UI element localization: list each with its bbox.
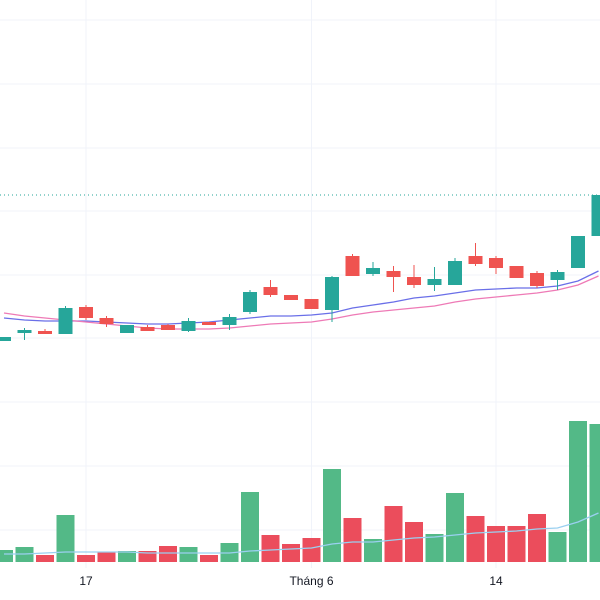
candle-body (58, 308, 73, 334)
volume-bar (446, 493, 464, 562)
candle-body (0, 337, 11, 341)
volume-bar (302, 538, 321, 562)
volume-bar (405, 522, 423, 562)
candle-body (468, 256, 483, 264)
ma-line (3, 270, 599, 325)
candle-body (284, 295, 298, 300)
candle-body (407, 277, 421, 285)
volume-bar (282, 544, 300, 562)
candle-body (427, 279, 442, 285)
candle-body (591, 195, 600, 236)
candle-body (161, 325, 175, 330)
x-tick-label: 14 (489, 574, 503, 588)
volume-bar (548, 532, 567, 562)
candle-body (571, 236, 585, 268)
candle-body (120, 325, 134, 333)
volume-bar (323, 469, 341, 562)
volume-bar (487, 526, 505, 562)
candle-body (448, 261, 462, 285)
candle-body (140, 327, 155, 331)
volume-bar (241, 492, 259, 562)
volume-bar (528, 514, 546, 562)
volume-bar (425, 534, 444, 562)
volume-bar (56, 515, 75, 562)
candle-body (366, 268, 380, 274)
candle-body (530, 273, 544, 286)
candle-body (222, 317, 237, 325)
candle-body (17, 330, 32, 333)
candle-body (263, 287, 278, 295)
volume-bar (589, 424, 600, 562)
candle-body (202, 322, 216, 325)
candle-body (509, 266, 524, 278)
volume-bar (200, 555, 218, 562)
candle-body (181, 321, 196, 331)
x-tick-label: Tháng 6 (289, 574, 333, 588)
volume-bar (138, 551, 157, 562)
candle-body (79, 307, 93, 318)
volume-bar (261, 535, 280, 562)
volume-bar (466, 516, 485, 562)
volume-bar (0, 550, 13, 562)
candle-body (489, 258, 503, 268)
volume-ma-line (4, 512, 599, 555)
volume-bar (118, 551, 136, 562)
candle-body (304, 299, 319, 309)
volume-bar (159, 546, 177, 562)
candle-body (550, 272, 565, 280)
candle-body (243, 292, 257, 312)
volume-bar (343, 518, 362, 562)
volume-bar (364, 539, 382, 562)
candle-body (386, 271, 401, 277)
x-tick-label: 17 (79, 574, 93, 588)
axis-background (0, 568, 600, 600)
volume-bar (179, 547, 198, 562)
candle-body (345, 256, 360, 276)
candle-body (325, 277, 339, 310)
volume-bar (507, 526, 526, 562)
candle-body (38, 331, 52, 334)
volume-bar (384, 506, 403, 562)
candle-body (99, 318, 114, 324)
volume-bar (77, 555, 95, 562)
volume-bar (36, 555, 54, 562)
volume-bar (569, 421, 587, 562)
volume-bar (97, 552, 116, 562)
